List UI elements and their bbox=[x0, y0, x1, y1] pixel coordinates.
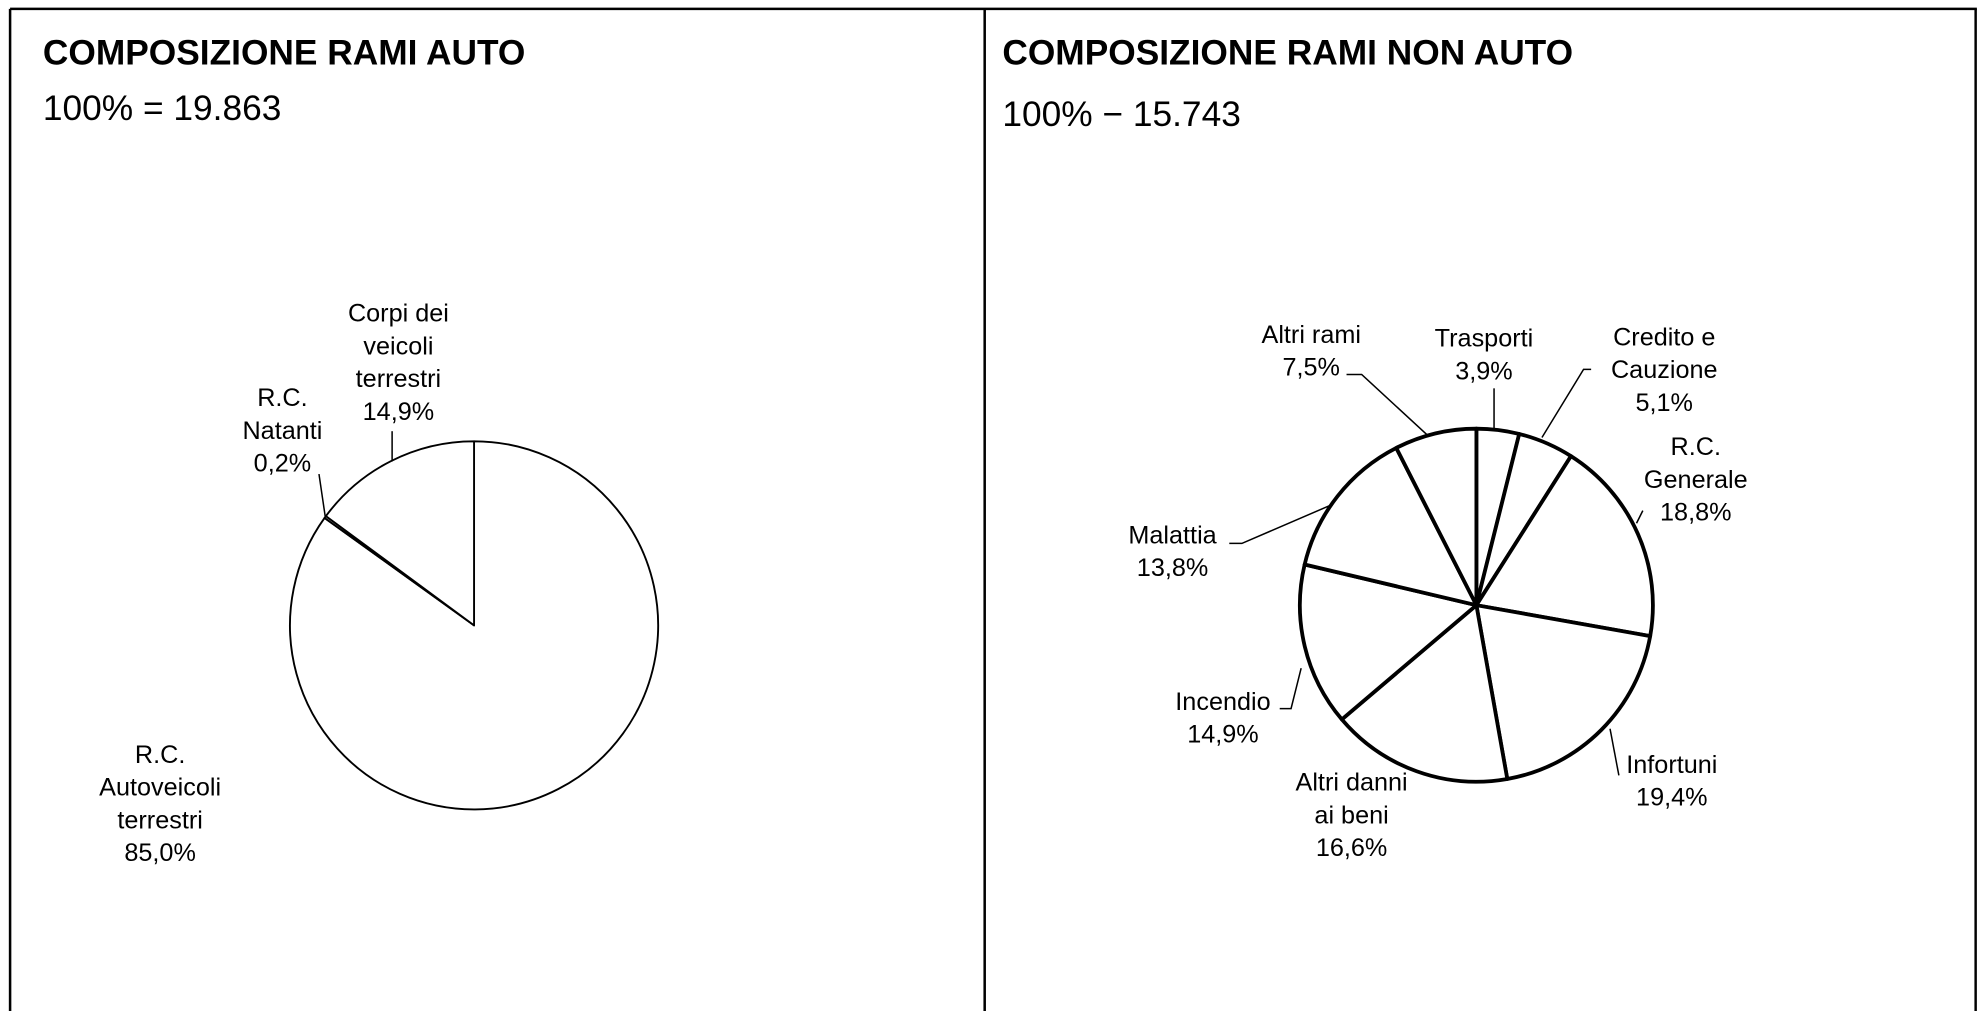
category-label: Corpi dei veicoli terrestri bbox=[347, 300, 449, 394]
slice-label: Altri rami 7,5% bbox=[1261, 319, 1360, 385]
slice-label: R.C. Generale 18,8% bbox=[1644, 431, 1748, 529]
value-label: 18,8% bbox=[1660, 499, 1732, 528]
value-label: 19,4% bbox=[1636, 784, 1708, 812]
leader-line bbox=[318, 473, 327, 518]
leader-line bbox=[1609, 728, 1620, 776]
value-label: 85,0% bbox=[124, 839, 196, 868]
leader-line bbox=[1279, 668, 1302, 710]
pie-slice bbox=[1298, 562, 1479, 722]
value-label: 14,9% bbox=[1187, 721, 1259, 749]
pie-slice bbox=[1474, 454, 1655, 638]
category-label: Credito e Cauzione bbox=[1610, 324, 1718, 385]
value-label: 0,2% bbox=[253, 450, 312, 478]
slice-label: Trasporti 3,9% bbox=[1435, 323, 1534, 389]
value-label: 3,9% bbox=[1455, 358, 1513, 386]
leader-line bbox=[1229, 503, 1333, 545]
pie-slice bbox=[1394, 426, 1479, 608]
pie-slice bbox=[1302, 446, 1479, 608]
category-label: R.C. Autoveicoli terrestri bbox=[99, 741, 222, 835]
category-label: Altri rami bbox=[1261, 321, 1361, 350]
slice-label: Corpi dei veicoli terrestri 14,9% bbox=[348, 298, 449, 429]
leader-line bbox=[1541, 368, 1592, 438]
chart-subtitle: 100% = 19.863 bbox=[42, 88, 282, 128]
slice-label: Infortuni 19,4% bbox=[1626, 749, 1717, 815]
leader-line bbox=[1635, 510, 1644, 524]
slice-label: Malattia 13,8% bbox=[1128, 519, 1216, 585]
category-label: Malattia bbox=[1128, 521, 1217, 550]
category-label: R.C. Natanti bbox=[242, 384, 323, 446]
chart-subtitle: 100% − 15.743 bbox=[1002, 94, 1241, 134]
slice-label: Altri danni ai beni 16,6% bbox=[1296, 767, 1408, 865]
category-label: Infortuni bbox=[1626, 751, 1718, 780]
pie-slice bbox=[324, 440, 476, 627]
value-label: 7,5% bbox=[1282, 354, 1340, 383]
chart-title: COMPOSIZIONE RAMI AUTO bbox=[42, 32, 526, 72]
value-label: 14,9% bbox=[362, 398, 435, 427]
leader-line bbox=[1346, 373, 1428, 436]
slice-label: Incendio 14,9% bbox=[1175, 686, 1270, 752]
category-label: R.C. Generale bbox=[1643, 433, 1748, 495]
category-label: Incendio bbox=[1175, 688, 1271, 717]
slice-label: Credito e Cauzione 5,1% bbox=[1611, 322, 1718, 420]
slice-label: R.C. Natanti 0,2% bbox=[242, 382, 322, 480]
value-label: 16,6% bbox=[1315, 834, 1388, 863]
pie-slice bbox=[1339, 603, 1510, 784]
slice-label: R.C. Autoveicoli terrestri 85,0% bbox=[99, 739, 221, 870]
pie-slice bbox=[1474, 603, 1653, 781]
category-label: Trasporti bbox=[1434, 325, 1534, 354]
value-label: 13,8% bbox=[1136, 554, 1209, 583]
category-label: Altri danni ai beni bbox=[1295, 769, 1408, 830]
chart-title: COMPOSIZIONE RAMI NON AUTO bbox=[1002, 32, 1574, 72]
value-label: 5,1% bbox=[1635, 389, 1693, 418]
